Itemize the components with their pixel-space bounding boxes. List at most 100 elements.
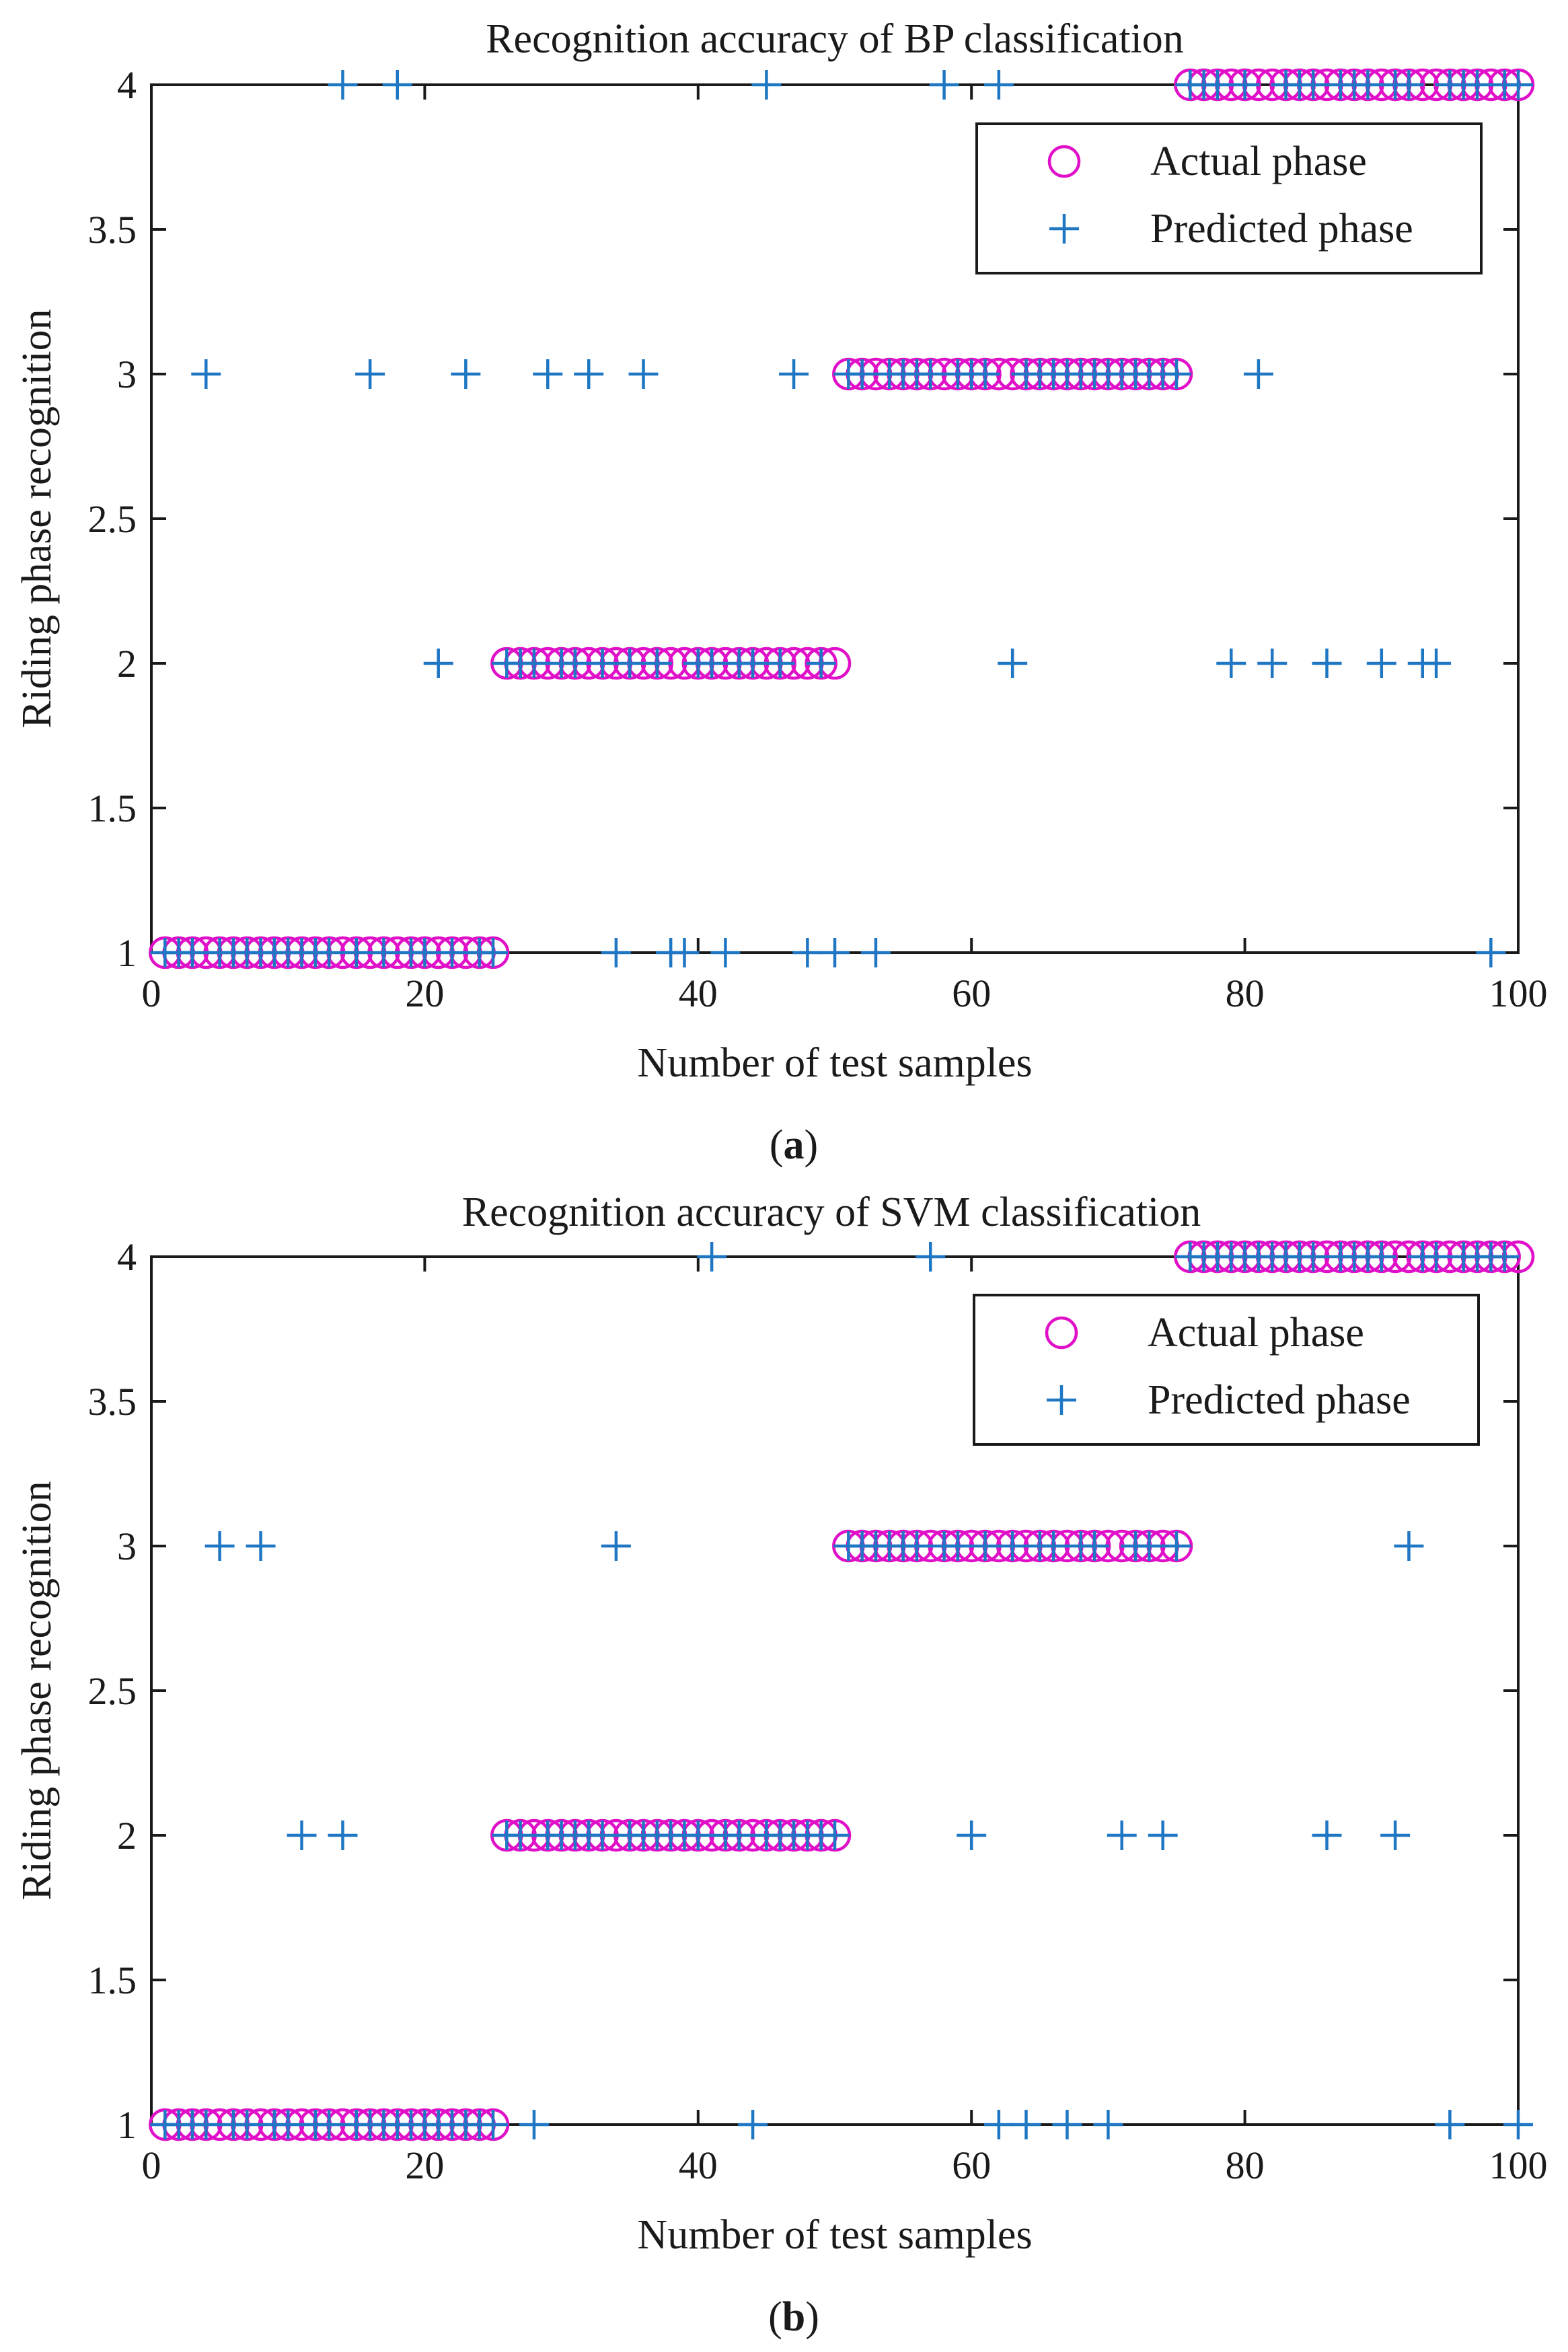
predicted-phase-point	[683, 1821, 713, 1850]
predicted-phase-point	[1353, 70, 1383, 100]
predicted-phase-point	[1107, 1821, 1137, 1850]
y-tick-label: 2	[117, 642, 137, 686]
predicted-phase-point	[957, 1821, 987, 1850]
predicted-phase-point	[232, 2110, 262, 2139]
predicted-phase-point	[1243, 359, 1273, 389]
predicted-phase-point	[560, 649, 590, 678]
predicted-phase-point	[860, 938, 891, 967]
predicted-phase-point	[1421, 649, 1452, 678]
predicted-phase-point	[478, 2110, 508, 2139]
y-tick-label: 2	[117, 1814, 137, 1858]
predicted-phase-point	[751, 70, 782, 100]
predicted-phase-point	[1394, 70, 1424, 100]
x-tick-label: 20	[405, 971, 444, 1015]
predicted-phase-point	[1093, 2110, 1123, 2139]
predicted-phase-point	[970, 359, 1000, 389]
predicted-phase-point	[355, 359, 385, 389]
legend-label-predicted: Predicted phase	[1150, 206, 1413, 252]
predicted-phase-point	[697, 1242, 727, 1272]
predicted-phase-point	[998, 649, 1028, 678]
predicted-phase-point	[1476, 938, 1506, 967]
predicted-phase-point	[451, 359, 481, 389]
predicted-phase-point	[1162, 359, 1191, 389]
predicted-phase-point	[942, 1531, 973, 1561]
y-tick-label: 1.5	[88, 786, 137, 830]
predicted-phase-point	[328, 70, 358, 100]
x-axis-label: Number of test samples	[637, 1040, 1032, 1086]
predicted-phase-point	[1216, 649, 1246, 678]
predicted-phase-point	[998, 1531, 1028, 1561]
predicted-phase-point	[314, 938, 344, 967]
predicted-phase-point	[642, 649, 672, 678]
predicted-phase-point	[983, 2110, 1014, 2139]
predicted-phase-point	[724, 1821, 754, 1850]
predicted-phase-point	[847, 359, 877, 389]
predicted-phase-point	[901, 1531, 932, 1561]
y-tick-label: 2.5	[88, 1669, 137, 1713]
x-tick-label: 0	[142, 971, 161, 1015]
x-tick-label: 100	[1489, 2143, 1548, 2187]
legend-plus-marker	[1049, 214, 1079, 244]
predicted-phase-point	[314, 2110, 344, 2139]
data-marks	[149, 68, 1535, 969]
predicted-phase-point	[204, 1531, 235, 1561]
x-tick-label: 40	[679, 971, 718, 1015]
y-tick-label: 1	[117, 2103, 137, 2147]
x-tick-label: 60	[952, 971, 991, 1015]
predicted-phase-point	[410, 938, 440, 967]
y-tick-label: 4	[117, 63, 137, 107]
predicted-phase-point	[970, 1531, 1000, 1561]
x-tick-label: 60	[952, 2143, 991, 2187]
legend: Actual phase Predicted phase	[975, 122, 1483, 274]
predicted-phase-point	[601, 1531, 631, 1561]
legend-label-actual: Actual phase	[1148, 1310, 1364, 1356]
predicted-phase-point	[1257, 649, 1287, 678]
predicted-phase-point	[669, 938, 700, 967]
legend-box	[975, 122, 1483, 274]
predicted-phase-point	[765, 649, 795, 678]
chart-title: Recognition accuracy of SVM classificati…	[462, 1189, 1201, 1235]
predicted-phase-point	[1298, 70, 1329, 100]
predicted-phase-point	[191, 2110, 221, 2139]
predicted-phase-point	[615, 649, 645, 678]
predicted-phase-point	[916, 359, 946, 389]
predicted-phase-point	[1394, 1531, 1424, 1561]
predicted-phase-point	[738, 2110, 768, 2139]
predicted-phase-point	[1202, 70, 1232, 100]
predicted-phase-point	[1503, 70, 1533, 100]
predicted-phase-point	[328, 1821, 358, 1850]
x-tick-label: 0	[142, 2143, 161, 2187]
predicted-phase-point	[601, 938, 631, 967]
predicted-phase-point	[177, 938, 207, 967]
predicted-phase-point	[191, 359, 221, 389]
predicted-phase-point	[273, 2110, 303, 2139]
predicted-phase-point	[478, 938, 508, 967]
x-tick-label: 40	[679, 2143, 718, 2187]
predicted-phase-point	[929, 70, 959, 100]
predicted-phase-point	[1039, 1531, 1069, 1561]
chart-panel-b: 0 20 40 60 80 100 1 1.5 2 2.5 3 3.5 4 Recognition ac…	[14, 1189, 1548, 2340]
legend-plus-marker	[1047, 1385, 1076, 1415]
predicted-phase-point	[423, 649, 453, 678]
legend-circle-marker	[1047, 145, 1081, 178]
predicted-phase-point	[1435, 2110, 1465, 2139]
y-axis-label: Riding phase recognition	[14, 309, 60, 728]
predicted-phase-point	[1080, 1531, 1110, 1561]
axis-ticks: 0 20 40 60 80 100 1 1.5 2 2.5 3 3.5 4	[88, 63, 1548, 1015]
predicted-phase-point	[1148, 1821, 1178, 1850]
chart-title: Recognition accuracy of BP classificatio…	[486, 16, 1184, 62]
predicted-phase-point	[710, 938, 741, 967]
axis-ticks: 0 20 40 60 80 100 1 1.5 2 2.5 3 3.5 4	[88, 1235, 1548, 2187]
predicted-phase-point	[628, 359, 659, 389]
legend-label-actual: Actual phase	[1150, 139, 1367, 184]
y-tick-label: 2.5	[88, 497, 137, 541]
panel-label-letter: b	[782, 2294, 805, 2340]
predicted-phase-point	[1421, 1242, 1452, 1272]
predicted-phase-point	[820, 1821, 850, 1850]
predicted-phase-point	[246, 1531, 276, 1561]
y-tick-label: 1	[117, 931, 137, 975]
x-tick-label: 100	[1489, 971, 1548, 1015]
predicted-phase-point	[820, 938, 850, 967]
x-tick-label: 80	[1226, 2143, 1265, 2187]
predicted-phase-point	[519, 649, 549, 678]
